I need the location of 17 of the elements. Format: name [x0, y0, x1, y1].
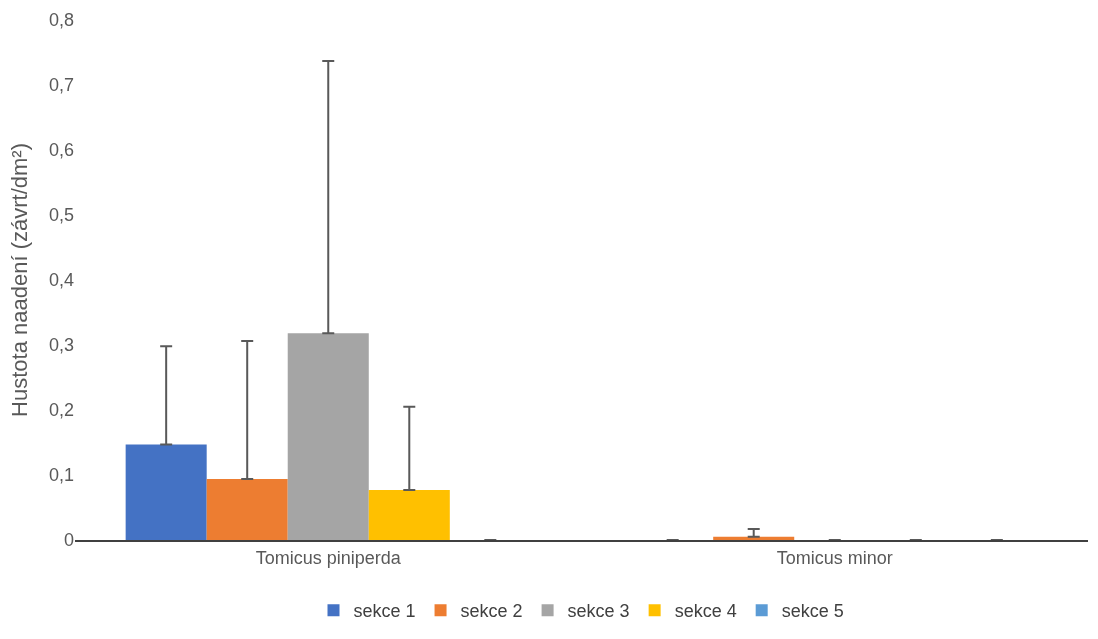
x-tick-label: Tomicus minor [776, 547, 893, 568]
y-tick-label: 0,6 [48, 140, 74, 161]
y-tick-label: 0 [63, 530, 74, 551]
legend-label: sekce 4 [674, 601, 737, 622]
y-tick-label: 0,7 [48, 75, 74, 96]
y-tick-label: 0,4 [48, 270, 74, 291]
legend-label: sekce 1 [353, 601, 416, 622]
legend-label: sekce 2 [460, 601, 523, 622]
y-tick-label: 0,3 [48, 335, 74, 356]
legend-label: sekce 5 [781, 601, 844, 622]
y-tick-label: 0,8 [48, 10, 74, 31]
legend-label: sekce 3 [567, 601, 630, 622]
y-tick-label: 0,2 [48, 400, 74, 421]
y-tick-label: 0,5 [48, 205, 74, 226]
x-tick-label: Tomicus piniperda [255, 547, 402, 568]
y-tick-label: 0,1 [48, 465, 74, 486]
y-axis-title: Hustota naadení (závrt/dm²) [6, 143, 32, 417]
